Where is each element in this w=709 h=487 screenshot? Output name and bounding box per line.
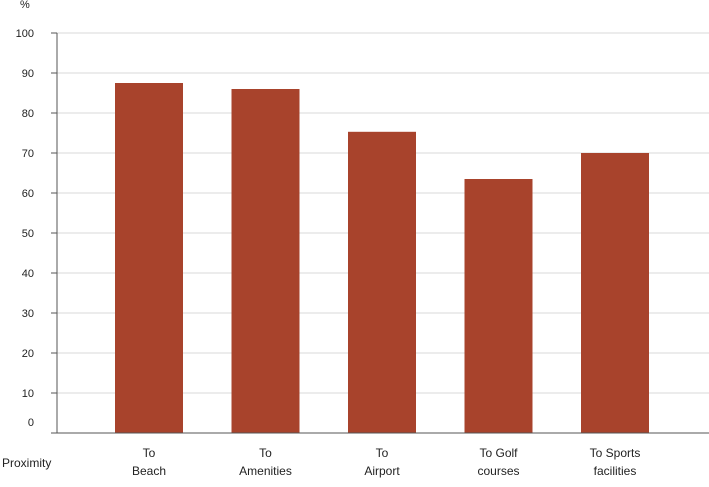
bars — [115, 83, 649, 434]
y-tick-label: 30 — [22, 308, 34, 320]
bar — [464, 179, 533, 433]
y-tick-label: 100 — [16, 28, 34, 40]
bar — [231, 89, 300, 433]
bar — [581, 153, 649, 433]
x-tick-label: To — [143, 446, 156, 460]
x-axis-labels: To Beach To Amenities To Airport To Golf course… — [132, 446, 640, 478]
axes — [56, 33, 709, 434]
y-tick-label: 20 — [22, 348, 34, 360]
y-tick-label: 10 — [22, 388, 34, 400]
y-tick-label: 50 — [22, 228, 34, 240]
x-tick-label: To Sports — [590, 446, 641, 460]
x-tick-label: facilities — [594, 464, 637, 478]
y-axis-ticks: 0 10 20 30 40 50 60 70 80 90 100 — [16, 28, 57, 434]
y-tick-label: 60 — [22, 188, 34, 200]
x-tick-label: Airport — [364, 464, 400, 478]
x-tick-label: To — [259, 446, 272, 460]
y-tick-label: 70 — [22, 148, 34, 160]
bar — [348, 131, 416, 434]
x-tick-label: Beach — [132, 464, 166, 478]
y-tick-label: 0 — [28, 417, 34, 429]
x-tick-label: To — [376, 446, 389, 460]
x-tick-label: courses — [477, 464, 519, 478]
x-tick-label: To Golf — [479, 446, 518, 460]
x-tick-label: Amenities — [239, 464, 292, 478]
y-tick-label: 80 — [22, 108, 34, 120]
bar — [115, 83, 183, 433]
y-tick-label: 90 — [22, 68, 34, 80]
y-tick-label: 40 — [22, 268, 34, 280]
x-axis-title: Proximity — [2, 456, 51, 470]
y-unit-label: % — [20, 0, 30, 11]
